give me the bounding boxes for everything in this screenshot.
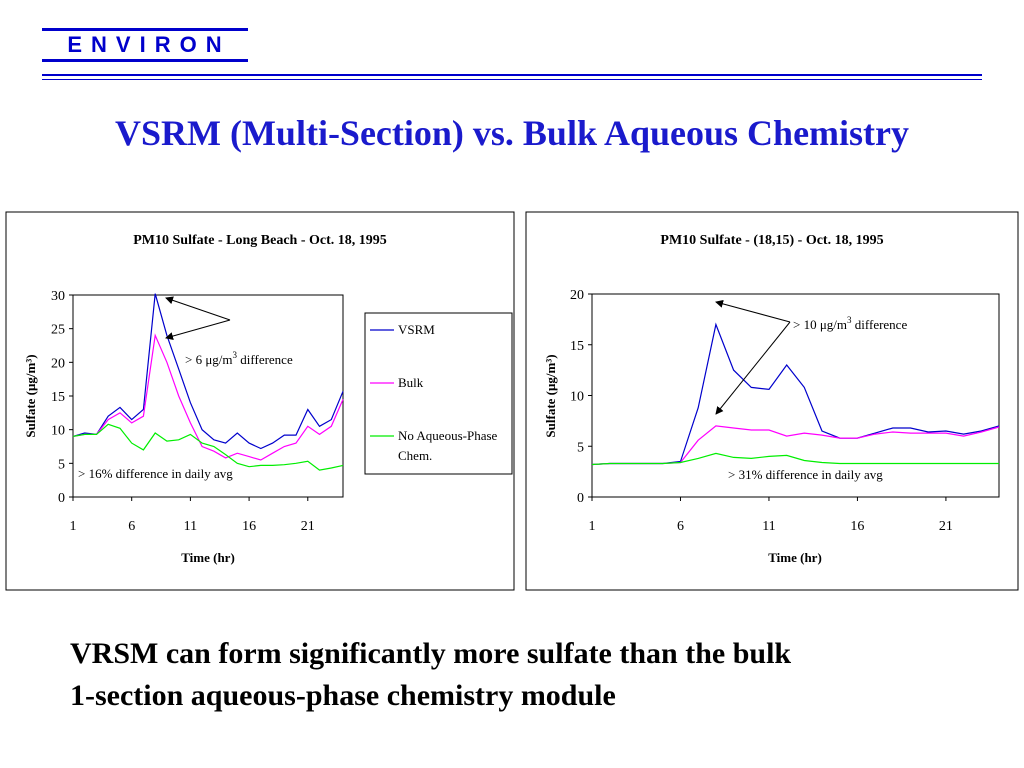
legend-label-noaq: No Aqueous-Phase Chem. xyxy=(398,428,498,463)
left-x-tick-label: 16 xyxy=(242,519,256,534)
left-y-tick-label: 25 xyxy=(51,323,65,338)
right-x-tick-label: 21 xyxy=(939,519,953,534)
right-chart-title: PM10 Sulfate - (18,15) - Oct. 18, 1995 xyxy=(660,233,883,248)
header-rule-thick xyxy=(42,74,982,76)
right-annotation-daily: > 31% difference in daily avg xyxy=(728,467,883,482)
right-x-tick-label: 11 xyxy=(762,519,775,534)
left-x-axis-label: Time (hr) xyxy=(181,550,235,565)
right-y-tick-label: 0 xyxy=(577,491,584,506)
left-y-axis-label: Sulfate (μg/m³) xyxy=(23,354,38,437)
legend-label-bulk: Bulk xyxy=(398,375,424,390)
legend-label-vsrm: VSRM xyxy=(398,322,435,337)
right-annotation-arrow-2 xyxy=(715,321,791,415)
right-y-tick-label: 15 xyxy=(570,339,584,354)
left-y-tick-label: 15 xyxy=(51,390,65,405)
slide-caption: VRSM can form significantly more sulfate… xyxy=(70,633,990,717)
left-annotation-arrow-1 xyxy=(165,296,231,321)
right-series-group xyxy=(591,322,1000,466)
left-y-axis: 0 5 10 15 20 25 30 xyxy=(51,289,73,506)
left-annotation-daily: > 16% difference in daily avg xyxy=(78,466,233,481)
left-x-tick-label: 11 xyxy=(184,519,197,534)
caption-line-2: 1-section aqueous-phase chemistry module xyxy=(70,679,616,712)
logo-text: ENVIRON xyxy=(67,32,231,57)
left-annotation-arrow-2 xyxy=(165,319,231,340)
left-y-tick-label: 10 xyxy=(51,424,65,439)
right-annotation-diff: > 10 μg/m3 difference xyxy=(793,315,907,332)
left-series-line-noaq xyxy=(72,423,344,471)
left-x-tick-label: 21 xyxy=(301,519,315,534)
left-y-tick-label: 20 xyxy=(51,356,65,371)
right-y-axis-label: Sulfate (μg/m³) xyxy=(543,354,558,437)
left-series-line-bulk xyxy=(72,333,344,461)
right-y-tick-label: 20 xyxy=(570,288,584,303)
header-rule-thin xyxy=(42,79,982,80)
left-y-tick-label: 5 xyxy=(58,457,65,472)
right-x-axis: 1 6 11 16 21 xyxy=(589,497,953,534)
left-series-line-vsrm xyxy=(72,293,344,450)
left-annotation-diff: > 6 μg/m3 difference xyxy=(185,350,293,367)
left-x-tick-label: 6 xyxy=(128,519,135,534)
right-y-axis: 0 5 10 15 20 xyxy=(570,288,592,506)
right-series-line-noaq xyxy=(591,452,999,466)
right-x-tick-label: 6 xyxy=(677,519,684,534)
slide-title: VSRM (Multi-Section) vs. Bulk Aqueous Ch… xyxy=(114,113,910,153)
right-y-tick-label: 5 xyxy=(577,440,584,455)
left-series-group xyxy=(72,293,344,471)
left-y-tick-label: 0 xyxy=(58,491,65,506)
right-x-tick-label: 16 xyxy=(850,519,864,534)
left-y-tick-label: 30 xyxy=(51,289,65,304)
right-x-tick-label: 1 xyxy=(589,519,596,534)
environ-logo: ENVIRON xyxy=(42,28,248,62)
left-legend xyxy=(364,312,513,475)
right-x-axis-label: Time (hr) xyxy=(768,550,822,565)
caption-line-1: VRSM can form significantly more sulfate… xyxy=(70,637,792,670)
left-chart-title: PM10 Sulfate - Long Beach - Oct. 18, 199… xyxy=(133,233,387,248)
left-x-axis: 1 6 11 16 21 xyxy=(70,497,315,534)
right-y-tick-label: 10 xyxy=(570,390,584,405)
right-annotation-arrow-1 xyxy=(715,299,791,323)
left-x-tick-label: 1 xyxy=(70,519,77,534)
